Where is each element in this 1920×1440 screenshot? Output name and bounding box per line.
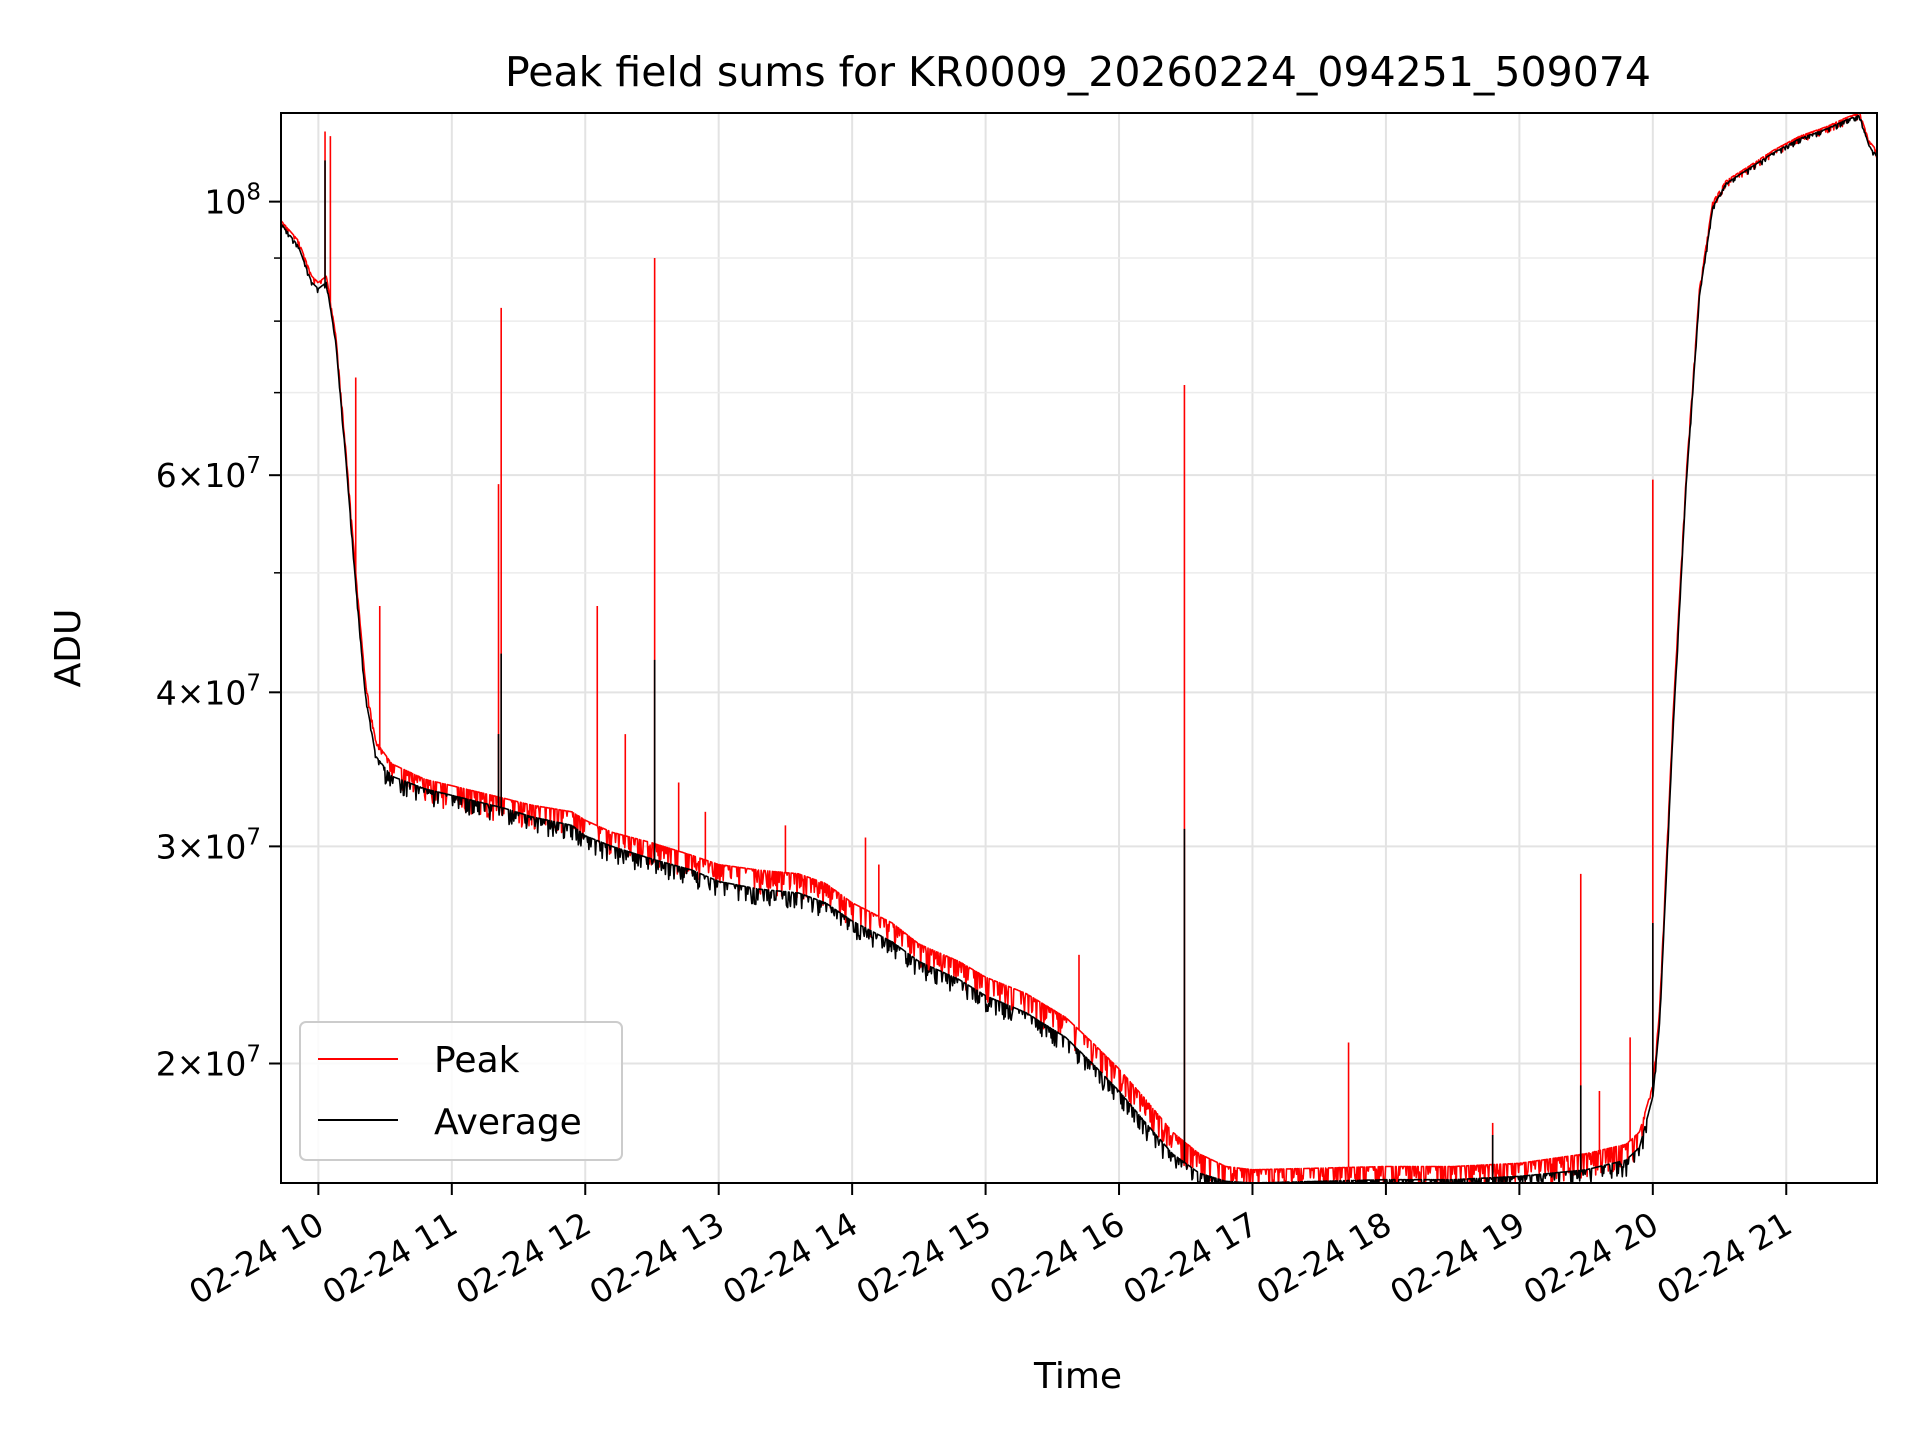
x-axis-label: Time xyxy=(1033,1356,1122,1397)
y-tick-label: 6×107 xyxy=(156,453,261,495)
y-tick-label: 108 xyxy=(204,180,261,222)
y-axis-label: ADU xyxy=(48,609,89,688)
y-tick-label: 4×107 xyxy=(156,670,261,712)
plot-frame xyxy=(280,112,1878,1184)
legend-box xyxy=(299,1021,623,1161)
legend-label-average: Average xyxy=(434,1102,582,1143)
plot-lines xyxy=(281,113,1877,1183)
legend-label-peak: Peak xyxy=(434,1040,520,1081)
series-line-average xyxy=(281,114,1877,1183)
y-tick-label: 2×107 xyxy=(156,1042,261,1084)
chart-title: Peak field sums for KR0009_20260224_0942… xyxy=(505,48,1651,96)
y-tick-label: 3×107 xyxy=(156,824,261,866)
y-axis: 2×107 3×107 4×107 6×107 108 xyxy=(156,180,281,1084)
legend: Peak Average xyxy=(299,1021,623,1161)
